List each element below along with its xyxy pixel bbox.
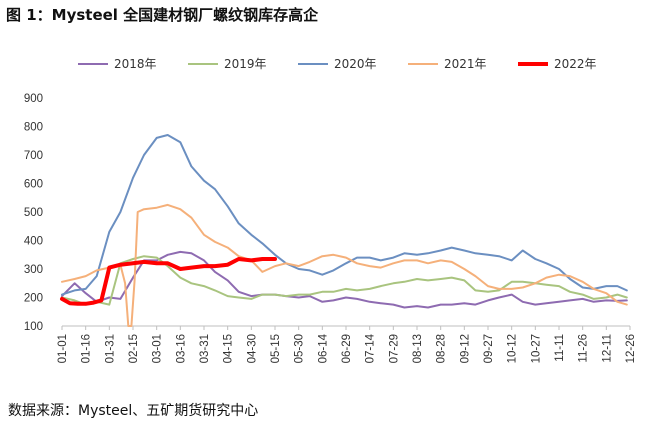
chart-title: 图 1：Mysteel 全国建材钢厂螺纹钢库存高企 xyxy=(6,6,319,24)
x-tick-label: 03-16 xyxy=(175,334,187,363)
x-tick-label: 12-11 xyxy=(601,334,613,363)
x-tick-label: 06-14 xyxy=(317,333,329,363)
x-tick-label: 11-11 xyxy=(554,334,566,362)
x-tick-label: 07-14 xyxy=(365,333,377,363)
series-line-2021 xyxy=(61,203,628,327)
x-tick-label: 11-26 xyxy=(578,334,590,363)
legend-label: 2022年 xyxy=(554,57,597,71)
legend-label: 2021年 xyxy=(444,57,487,71)
legend: 2018年 2019年 2020年 2021年 2022年 xyxy=(78,57,597,71)
legend-label: 2020年 xyxy=(334,57,377,71)
x-tick-label: 04-15 xyxy=(223,334,235,363)
series-group xyxy=(60,134,628,327)
x-axis: 01-01 01-16 01-31 02-15 03-01 03-16 03-31 04-15… xyxy=(57,325,637,363)
x-tick-label: 09-27 xyxy=(483,334,495,363)
x-tick-label: 03-31 xyxy=(199,334,211,363)
y-tick-label: 500 xyxy=(24,207,43,219)
series-line-2018 xyxy=(61,250,628,309)
x-tick-label: 12-26 xyxy=(625,334,637,363)
y-tick-label: 700 xyxy=(24,150,43,162)
x-tick-label: 01-01 xyxy=(57,334,69,363)
legend-label: 2018年 xyxy=(114,57,157,71)
x-tick-label: 03-01 xyxy=(152,334,164,363)
x-tick-label: 08-13 xyxy=(412,334,424,363)
legend-label: 2019年 xyxy=(224,57,267,71)
x-tick-label: 09-12 xyxy=(459,334,471,363)
x-tick-label: 02-15 xyxy=(128,334,140,363)
x-tick-label: 10-12 xyxy=(507,334,519,363)
x-tick-label: 04-30 xyxy=(246,334,258,363)
y-tick-label: 200 xyxy=(24,293,43,305)
x-tick-label: 07-29 xyxy=(388,334,400,363)
y-tick-label: 800 xyxy=(24,122,43,134)
y-tick-label: 400 xyxy=(24,236,43,248)
x-tick-label: 08-28 xyxy=(436,334,448,363)
y-tick-label: 900 xyxy=(24,93,43,105)
x-tick-label: 01-31 xyxy=(104,334,116,363)
x-tick-label: 05-15 xyxy=(270,334,282,363)
x-tick-label: 10-27 xyxy=(530,334,542,363)
x-tick-label: 05-30 xyxy=(294,334,306,363)
y-tick-label: 600 xyxy=(24,179,43,191)
y-tick-label: 100 xyxy=(24,321,43,333)
data-source-note: 数据来源：Mysteel、五矿期货研究中心 xyxy=(8,403,259,419)
series-line-2020 xyxy=(61,134,628,296)
y-tick-label: 300 xyxy=(24,264,43,276)
y-axis: 100 200 300 400 500 600 700 800 900 xyxy=(24,93,43,333)
series-line-2022 xyxy=(60,257,277,306)
x-tick-label: 06-29 xyxy=(341,334,353,363)
x-tick-label: 01-16 xyxy=(81,334,93,363)
